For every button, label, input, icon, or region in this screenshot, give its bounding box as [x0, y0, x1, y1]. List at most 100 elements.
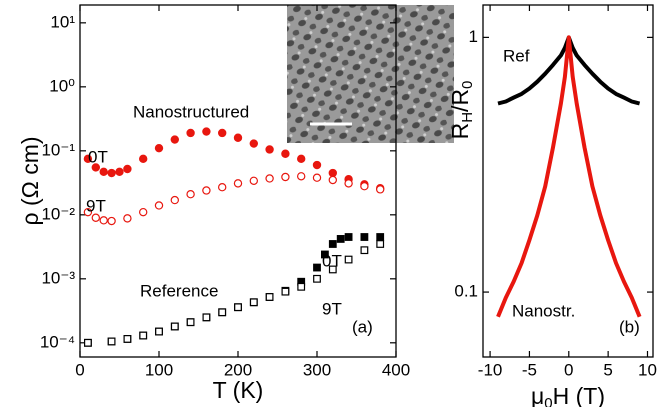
- data-point: [235, 304, 242, 311]
- data-point: [219, 184, 226, 191]
- y-axis-label: RH/R0: [447, 81, 476, 140]
- data-point: [140, 209, 147, 216]
- data-point: [298, 173, 305, 180]
- data-point: [156, 328, 163, 335]
- y-axis-label-part: H: [459, 112, 476, 123]
- data-point: [203, 314, 210, 321]
- figure: 010020030040010⁻⁴10⁻³10⁻²10⁻¹10⁰10¹T (K)…: [0, 0, 665, 407]
- x-axis-label: T (K): [213, 377, 264, 403]
- data-point: [345, 180, 352, 187]
- x-tick-label: 0: [75, 360, 84, 379]
- x-axis-label-part: 0: [544, 395, 552, 407]
- x-axis-label-part: H (T): [553, 383, 605, 407]
- y-axis-label-part: 0: [459, 81, 476, 89]
- data-point: [330, 241, 337, 248]
- data-point: [219, 309, 226, 316]
- data-point: [124, 336, 131, 343]
- data-point: [313, 174, 320, 181]
- y-tick-label: 10⁻⁴: [40, 332, 75, 351]
- data-point: [345, 256, 352, 263]
- data-point: [171, 136, 178, 143]
- data-point: [377, 186, 384, 193]
- data-point: [140, 155, 147, 162]
- data-point: [108, 338, 115, 345]
- data-point: [361, 183, 368, 190]
- data-point: [171, 196, 178, 203]
- data-point: [140, 332, 147, 339]
- y-axis-label: ρ (Ω cm): [17, 136, 43, 225]
- data-point: [266, 294, 273, 301]
- data-point: [298, 284, 305, 291]
- data-point: [116, 168, 123, 175]
- data-point: [187, 191, 194, 198]
- annotation: (a): [352, 317, 373, 336]
- data-point: [124, 215, 131, 222]
- data-point: [282, 173, 289, 180]
- data-point: [266, 146, 273, 153]
- annotation: 0T: [322, 251, 342, 270]
- data-point: [100, 168, 107, 175]
- annotation: Reference: [140, 281, 218, 300]
- data-point: [361, 234, 368, 241]
- x-axis-label: μ0H (T): [531, 383, 605, 407]
- data-point: [219, 129, 226, 136]
- data-point: [314, 264, 321, 271]
- data-point: [108, 169, 115, 176]
- data-point: [313, 161, 320, 168]
- data-point: [234, 134, 241, 141]
- data-point: [155, 202, 162, 209]
- annotation: 9T: [322, 299, 342, 318]
- data-point: [282, 150, 289, 157]
- data-point: [203, 128, 210, 135]
- x-tick-label: -10: [478, 360, 503, 379]
- data-point: [234, 180, 241, 187]
- y-axis-label-part: /R: [447, 89, 473, 112]
- data-line: [498, 37, 640, 316]
- x-tick-label: 300: [303, 360, 331, 379]
- y-tick-label: 0.1: [454, 282, 478, 301]
- data-point: [377, 234, 384, 241]
- x-axis-label-part: μ: [531, 383, 544, 407]
- data-point: [124, 165, 131, 172]
- data-point: [314, 276, 321, 283]
- data-point: [155, 145, 162, 152]
- data-point: [377, 241, 384, 248]
- annotation: Ref: [503, 46, 530, 65]
- y-tick-label: 10⁰: [49, 76, 75, 95]
- annotation: (b): [619, 317, 640, 336]
- x-tick-label: -5: [522, 360, 537, 379]
- x-tick-label: 100: [145, 360, 173, 379]
- data-point: [187, 319, 194, 326]
- x-tick-label: 10: [638, 360, 657, 379]
- data-point: [108, 217, 115, 224]
- annotation: Nanostructured: [133, 102, 249, 121]
- data-point: [337, 236, 344, 243]
- x-tick-label: 5: [603, 360, 612, 379]
- inset-image: [287, 5, 454, 143]
- annotation: Nanostr.: [512, 301, 575, 320]
- y-tick-label: 10¹: [50, 12, 75, 31]
- data-point: [203, 187, 210, 194]
- y-tick-label: 10⁻²: [41, 204, 75, 223]
- x-tick-label: 0: [564, 360, 573, 379]
- y-tick-label: 10⁻³: [41, 268, 75, 287]
- data-point: [298, 155, 305, 162]
- annotation: 0T: [88, 147, 108, 166]
- y-axis-label-part: R: [447, 123, 473, 140]
- x-tick-label: 400: [382, 360, 410, 379]
- data-point: [187, 129, 194, 136]
- data-point: [329, 176, 336, 183]
- data-point: [266, 175, 273, 182]
- data-point: [345, 234, 352, 241]
- data-point: [172, 323, 179, 330]
- data-point: [282, 288, 289, 295]
- data-point: [100, 217, 107, 224]
- data-point: [250, 177, 257, 184]
- data-point: [329, 169, 336, 176]
- data-point: [250, 140, 257, 147]
- data-point: [361, 247, 368, 254]
- data-point: [85, 340, 92, 347]
- annotation: 9T: [86, 196, 106, 215]
- data-point: [251, 299, 258, 306]
- y-tick-label: 10⁻¹: [41, 140, 75, 159]
